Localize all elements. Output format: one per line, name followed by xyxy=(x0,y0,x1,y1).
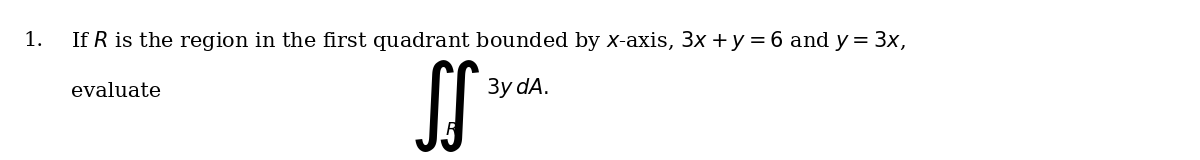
Text: $\iint$: $\iint$ xyxy=(409,58,480,154)
Text: If $R$ is the region in the first quadrant bounded by $x$-axis, $3x + y = 6$ and: If $R$ is the region in the first quadra… xyxy=(71,29,906,53)
Text: evaluate: evaluate xyxy=(71,81,161,100)
Text: $3y\, dA.$: $3y\, dA.$ xyxy=(486,76,550,100)
Text: $R$: $R$ xyxy=(445,121,458,139)
Text: 1.: 1. xyxy=(23,31,43,50)
